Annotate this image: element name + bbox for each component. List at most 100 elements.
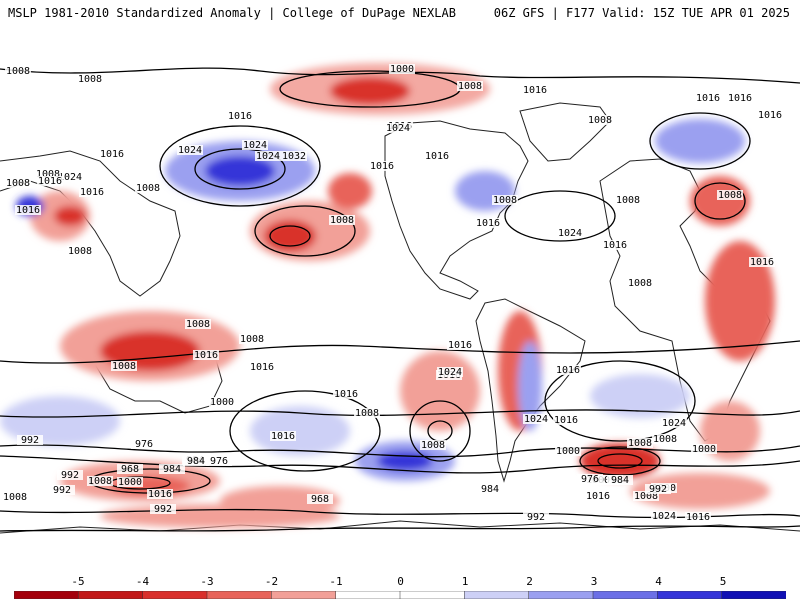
- isobar-label: 1008: [78, 74, 102, 85]
- isobar-label-bg: [135, 183, 161, 193]
- isobar-label-bg: [185, 319, 211, 329]
- isobar-label: 992: [21, 435, 39, 446]
- isobar-label-bg: [77, 74, 103, 84]
- isobar-label-bg: [585, 491, 611, 501]
- isobar-label: 1016: [370, 161, 394, 172]
- isobar-label-bg: [5, 66, 31, 76]
- isobar-label-bg: [523, 414, 549, 424]
- isobar-label: 1016: [758, 110, 782, 121]
- isobar-label: 1016: [194, 350, 218, 361]
- colorbar-swatch: [399, 591, 466, 599]
- isobar-label: 992: [154, 504, 172, 515]
- isobar-label: 1016: [148, 489, 172, 500]
- colorbar-swatch: [335, 591, 401, 599]
- colorbar-swatch: [78, 591, 144, 599]
- isobar-label-bg: [147, 489, 173, 499]
- isobar-label: 1016: [250, 362, 274, 373]
- isobar-label-bg: [159, 464, 185, 474]
- isobar-label: 1024: [558, 228, 582, 239]
- isobar-label-bg: [492, 195, 518, 205]
- north-america-coast: [384, 120, 529, 300]
- isobar-label: 968: [121, 464, 139, 475]
- isobar-label-bg: [117, 477, 143, 487]
- isobar-label-bg: [37, 176, 63, 186]
- isobar-label-bg: [206, 456, 232, 466]
- isobar-label: 1016: [603, 240, 627, 251]
- isobar-label: 1024: [652, 511, 676, 522]
- colorbar-tick-label: 4: [655, 575, 662, 588]
- colorbar-tick-label: -2: [264, 575, 279, 588]
- colorbar-tick-label: -3: [200, 575, 214, 588]
- isobar-label-bg: [281, 151, 307, 161]
- isobar-label: 992: [61, 470, 79, 481]
- colorbar-tick-label: 2: [526, 575, 533, 588]
- colorbar-swatch: [271, 591, 337, 599]
- isobar-label: 968: [311, 494, 329, 505]
- colorbar-tick-label: 3: [590, 575, 598, 588]
- isobar-label-bg: [607, 475, 633, 485]
- isobar-label-bg: [99, 149, 125, 159]
- isobar-label: 992: [527, 512, 545, 523]
- isobar-label: 1024: [178, 145, 202, 156]
- isobar-label: 1008: [3, 492, 27, 503]
- isobar-label-bg: [385, 123, 411, 133]
- isobar-label: 1024: [256, 151, 280, 162]
- isobar-label: 1008: [36, 169, 60, 180]
- isobar-label-bg: [522, 85, 548, 95]
- isobar-label-bg: [5, 178, 31, 188]
- isobar-label: 1016: [728, 93, 752, 104]
- isobar-label-bg: [627, 438, 653, 448]
- isobar-label: 1000: [118, 477, 142, 488]
- isobar-label: 1024: [58, 172, 82, 183]
- isobar-label: 1024: [243, 140, 267, 151]
- isobar-label-bg: [691, 444, 717, 454]
- isobar-label-bg: [661, 418, 687, 428]
- isobar-label-bg: [695, 93, 721, 103]
- isobar-label-bg: [131, 439, 157, 449]
- isobar-label: 1000: [692, 444, 716, 455]
- isobar-label: 992: [649, 484, 667, 495]
- isobar-label-bg: [389, 64, 415, 74]
- isobar-label: 1016: [16, 205, 40, 216]
- isobar-label-bg: [587, 115, 613, 125]
- isobar-label: 976: [581, 474, 599, 485]
- isobar-label: 1016: [425, 151, 449, 162]
- map-panel: 1008100810001008101610161016101610241024…: [0, 41, 800, 557]
- isobar-label-bg: [652, 434, 678, 444]
- isobar-label: 1032: [282, 151, 306, 162]
- isobar-label: 1008: [628, 438, 652, 449]
- isobar-label: 1016: [334, 389, 358, 400]
- isobar-label: 1008: [186, 319, 210, 330]
- isobar-label-bg: [369, 161, 395, 171]
- isobar-label: 992: [53, 485, 71, 496]
- isobar-label: 1016: [228, 111, 252, 122]
- isobar-label-bg: [2, 492, 28, 502]
- colorbar-tick-label: 5: [719, 575, 727, 588]
- isobar-label-bg: [447, 340, 473, 350]
- colorbar-swatch: [206, 591, 273, 599]
- isobar-label-bg: [57, 172, 83, 182]
- isobar-label: 1016: [271, 431, 295, 442]
- colorbar-swatch: [721, 591, 786, 599]
- isobar-label: 1008: [653, 434, 677, 445]
- isobar-label-bg: [183, 456, 209, 466]
- isobar-label: 1016: [586, 491, 610, 502]
- isobar-label-bg: [553, 415, 579, 425]
- isobar-label-bg: [209, 397, 235, 407]
- isobar-label: 1008: [68, 246, 92, 257]
- isobar-label-bg: [35, 169, 61, 179]
- anomaly-map: 1008100810001008101610161016101610241024…: [0, 41, 800, 557]
- isobar-label: 1024: [662, 418, 686, 429]
- isobar-label-bg: [177, 145, 203, 155]
- isobar-label-bg: [420, 440, 446, 450]
- isobar-label: 1016: [750, 257, 774, 268]
- isobar-label-bg: [329, 215, 355, 225]
- isobar-label: 1008: [355, 408, 379, 419]
- isobar-label: 1008: [6, 178, 30, 189]
- colorbar-tick-label: -1: [329, 575, 343, 588]
- isobar-label: 1000: [390, 64, 414, 75]
- isobar-label-bg: [557, 228, 583, 238]
- isobar-label: 976: [210, 456, 228, 467]
- isobar-label: 1008: [6, 66, 30, 77]
- isobar-label-bg: [577, 474, 603, 484]
